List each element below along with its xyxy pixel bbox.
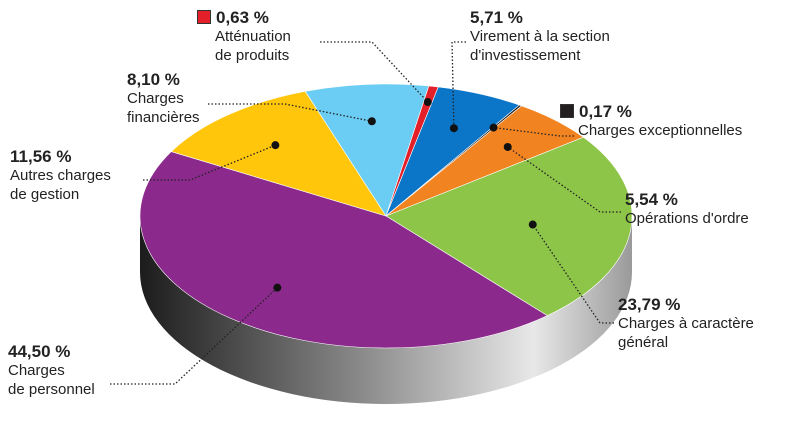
- percent-label: 0,63 %: [197, 8, 291, 27]
- category-label: Charges exceptionnelles: [578, 122, 743, 139]
- value-label: 8,10 %: [127, 70, 180, 89]
- percent-label: 5,71 %: [470, 8, 610, 27]
- legend-swatch: [560, 104, 574, 118]
- percent-label: 0,17 %: [560, 102, 742, 121]
- value-label: 0,63 %: [216, 8, 269, 27]
- percent-label: 5,54 %: [625, 190, 749, 209]
- slice-label: 0,17 % Charges exceptionnelles: [560, 102, 743, 140]
- category-label: Charges financières: [127, 90, 200, 126]
- value-label: 0,17 %: [579, 102, 632, 121]
- percent-label: 23,79 %: [618, 295, 754, 314]
- leader-line: [451, 41, 466, 129]
- leader-dot: [449, 124, 458, 133]
- leader-line: [110, 287, 278, 385]
- value-label: 11,56 %: [10, 147, 72, 166]
- leader-dot: [528, 220, 537, 229]
- leader-line: [532, 224, 614, 324]
- percent-label: 44,50 %: [8, 342, 95, 361]
- category-label: Charges de personnel: [8, 362, 95, 398]
- leader-line: [507, 146, 621, 213]
- pie-slice: [170, 90, 387, 217]
- category-label: Opérations d'ordre: [625, 210, 749, 227]
- legend-swatch: [197, 10, 211, 24]
- leader-line: [143, 144, 276, 181]
- category-label: Atténuation de produits: [215, 28, 291, 64]
- pie-slice: [304, 83, 430, 217]
- leader-dot: [423, 98, 432, 107]
- leader-line: [493, 126, 574, 137]
- value-label: 44,50 %: [8, 342, 71, 361]
- slice-label: 0,63 % Atténuation de produits: [197, 8, 291, 65]
- category-label: Virement à la section d'investissement: [470, 28, 610, 64]
- value-label: 23,79 %: [618, 295, 681, 314]
- category-label: Autres charges de gestion: [10, 167, 111, 203]
- pie-slice: [139, 151, 548, 349]
- leader-dot: [271, 141, 280, 150]
- slice-label: 5,54 % Opérations d'ordre: [625, 190, 749, 228]
- slice-label: 5,71 % Virement à la section d'investisse…: [470, 8, 610, 65]
- slice-label: 8,10 % Charges financières: [127, 70, 200, 127]
- leader-line: [208, 103, 372, 122]
- value-label: 5,71 %: [470, 8, 523, 27]
- percent-label: 8,10 %: [127, 70, 200, 89]
- value-label: 5,54 %: [625, 190, 678, 209]
- percent-label: 11,56 %: [10, 147, 111, 166]
- leader-dot: [489, 123, 498, 132]
- slice-label: 44,50 % Charges de personnel: [8, 342, 95, 399]
- slice-label: 11,56 % Autres charges de gestion: [10, 147, 111, 204]
- leader-dot: [503, 142, 512, 151]
- category-label: Charges à caractère général: [618, 315, 754, 351]
- pie-slice: [385, 136, 633, 316]
- leader-dot: [273, 283, 282, 292]
- pie-side: [140, 216, 632, 404]
- slice-label: 23,79 % Charges à caractère général: [618, 295, 754, 352]
- leader-dot: [367, 117, 376, 126]
